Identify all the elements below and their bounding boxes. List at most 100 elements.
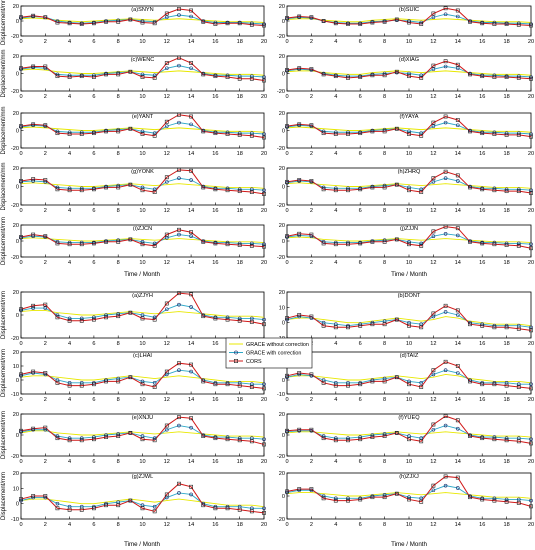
subplot-title: (f)YAYA [400, 114, 419, 120]
x-tick-label: 16 [212, 94, 218, 100]
cors-point [516, 500, 521, 505]
cors-point [309, 487, 314, 492]
grace-with-correction-point [431, 15, 436, 20]
plot-frame [286, 291, 532, 339]
cors-point [79, 188, 84, 193]
grace-with-correction-point [431, 124, 436, 128]
grace-with-correction-point [152, 504, 157, 509]
grace-with-correction-point [152, 315, 157, 320]
subplot-title: (c)WENC [131, 57, 155, 63]
y-tick-label: -20 [277, 34, 285, 40]
cors-point [419, 22, 424, 26]
x-tick-label: 20 [528, 39, 534, 45]
cors-point [285, 316, 289, 320]
legend-label: CORS [246, 359, 262, 365]
cors-point [116, 239, 121, 244]
grace-without-correction-line [286, 182, 532, 189]
cors-point [43, 15, 48, 20]
x-tick-label: 14 [455, 39, 461, 45]
x-tick-label: 4 [68, 522, 71, 528]
cors-point [152, 75, 157, 80]
cors-point [213, 316, 218, 321]
cors-point [480, 131, 485, 136]
x-tick-label: 6 [92, 522, 95, 528]
cors-point [480, 21, 485, 26]
cors-point [213, 22, 218, 26]
x-tick-label: 14 [188, 522, 194, 528]
grace-with-correction-point [262, 317, 266, 322]
subplot-title: (i)ZJCN [133, 226, 152, 232]
x-tick-label: 12 [164, 151, 170, 157]
subplot-title: (b)SUIC [399, 7, 419, 13]
y-tick-label: -20 [277, 517, 285, 523]
x-tick-label: 18 [503, 397, 509, 403]
cors-point [189, 362, 194, 367]
cors-point [249, 22, 254, 27]
grace-with-correction-point [321, 494, 326, 498]
grace-with-correction-point [455, 14, 460, 19]
grace-with-correction-point [43, 427, 48, 432]
x-tick-label: 0 [19, 94, 22, 100]
grace-with-correction-point [419, 131, 424, 135]
cors-point [321, 72, 326, 77]
cors-point [177, 291, 181, 296]
x-tick-label: 4 [68, 208, 71, 214]
cors-point [262, 322, 266, 327]
x-tick-label: 14 [188, 459, 194, 465]
x-tick-label: 14 [455, 208, 461, 214]
cors-point [529, 134, 533, 139]
y-tick-label: 20 [279, 223, 285, 229]
grace-with-correction-line [286, 233, 532, 245]
x-tick-label: 4 [334, 397, 337, 403]
y-tick-label: 20 [279, 290, 285, 296]
cors-point [201, 19, 206, 24]
cors-point [431, 176, 436, 181]
x-tick-label: 0 [19, 260, 22, 266]
x-tick-label: 6 [359, 260, 362, 266]
x-tick-label: 14 [455, 341, 461, 347]
cors-point [358, 22, 363, 26]
x-tick-label: 4 [68, 151, 71, 157]
cors-point [225, 437, 230, 442]
y-tick-label: -10 [11, 517, 19, 523]
cors-point [382, 185, 387, 190]
grace-with-correction-line [286, 177, 532, 191]
grace-with-correction-point [189, 234, 193, 238]
x-tick-label: 12 [164, 39, 170, 45]
cors-point [443, 414, 448, 419]
grace-with-correction-line [286, 311, 532, 328]
grace-with-correction-point [250, 316, 254, 321]
cors-point [164, 11, 169, 16]
x-tick-label: 20 [528, 208, 534, 214]
y-tick-label: 0 [16, 378, 19, 384]
cors-point [516, 189, 521, 194]
cors-point [394, 126, 399, 131]
x-tick-label: 16 [479, 260, 485, 266]
x-tick-label: 10 [139, 151, 145, 157]
cors-point [189, 292, 194, 297]
x-tick-label: 16 [212, 39, 218, 45]
cors-point [43, 178, 48, 182]
subplot-title: (e)XNJU [132, 415, 153, 421]
grace-with-correction-point [455, 371, 460, 375]
cors-point [19, 497, 23, 501]
x-tick-label: 8 [117, 341, 120, 347]
x-tick-label: 8 [117, 459, 120, 465]
grace-with-correction-point [152, 187, 157, 192]
x-tick-label: 6 [92, 39, 95, 45]
cors-point [164, 369, 169, 374]
cors-point [382, 434, 387, 438]
x-tick-label: 16 [212, 151, 218, 157]
y-tick-label: 0 [282, 72, 285, 78]
cors-point [43, 494, 48, 498]
cors-point [201, 129, 206, 134]
cors-point [164, 61, 169, 65]
cors-point [140, 20, 145, 25]
cors-point [262, 23, 266, 28]
legend-label: GRACE without correction [246, 342, 309, 348]
cors-point [152, 190, 157, 194]
cors-point [237, 383, 242, 388]
legend: GRACE without correction GRACE with corre… [225, 337, 313, 369]
